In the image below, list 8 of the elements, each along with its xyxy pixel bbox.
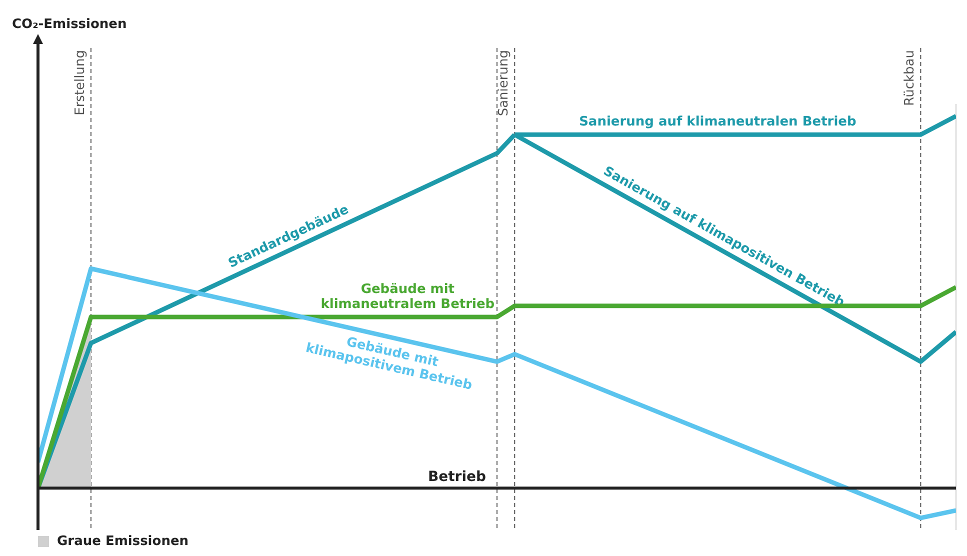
series-label: Gebäude mit klimaneutralem Betrieb: [320, 282, 495, 312]
text: CO₂-Emissionen: [12, 17, 127, 32]
legend-label: Graue Emissionen: [56, 534, 189, 549]
text: Rückbau: [902, 50, 918, 106]
annotation: Betrieb: [428, 469, 486, 486]
series-label: Sanierung auf klimaneutralen Betrieb: [579, 114, 856, 130]
text: Erstellung: [72, 50, 88, 116]
annotation: Sanierung: [496, 50, 512, 116]
